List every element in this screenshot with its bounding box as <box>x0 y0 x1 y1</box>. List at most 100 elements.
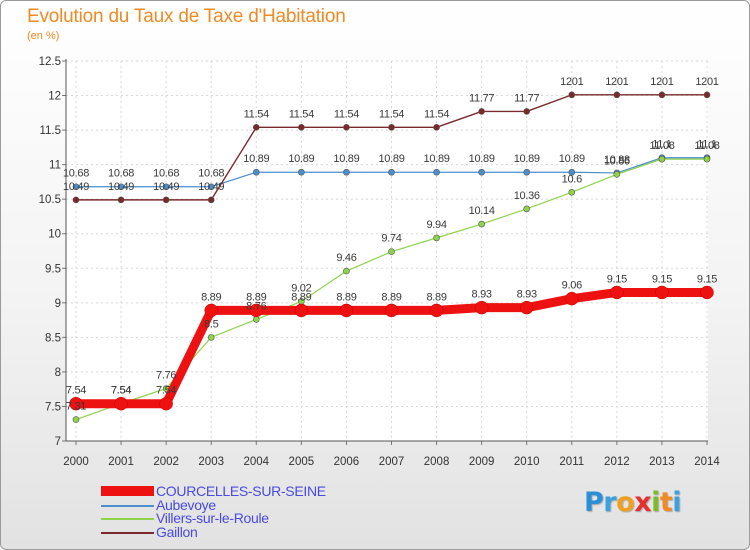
data-label: 9.94 <box>426 219 446 231</box>
data-point <box>700 285 714 300</box>
y-tick-label: 9 <box>55 298 61 310</box>
y-tick-label: 7 <box>55 436 61 448</box>
legend-label-gaillon: Gaillon <box>156 523 198 540</box>
data-label: 8.93 <box>517 289 537 301</box>
data-point <box>568 188 576 196</box>
data-label: 11.54 <box>334 108 359 120</box>
data-point <box>162 183 170 191</box>
data-point <box>388 248 395 255</box>
data-label: 11.77 <box>514 92 539 104</box>
data-label: 10.89 <box>243 153 269 165</box>
y-tick-label: 12.5 <box>39 56 61 68</box>
data-point <box>114 396 128 411</box>
data-label: 10.68 <box>198 168 224 180</box>
data-point <box>474 300 489 315</box>
data-label: 1201 <box>560 76 583 88</box>
data-point <box>384 303 399 318</box>
data-point <box>613 171 621 178</box>
data-point <box>162 196 170 204</box>
data-point <box>703 91 711 99</box>
data-label: 10.49 <box>153 181 179 193</box>
data-label: 9.02 <box>291 282 311 294</box>
data-point <box>207 334 215 341</box>
y-tick-label: 11 <box>49 160 61 172</box>
y-tick-label: 12 <box>48 91 61 103</box>
data-point <box>565 291 579 306</box>
data-label: 10.68 <box>63 168 89 180</box>
data-label: 1201 <box>695 76 718 88</box>
data-point <box>252 124 260 131</box>
data-label: 11.54 <box>244 108 269 120</box>
data-label: 10.14 <box>469 205 495 217</box>
data-label: 8.89 <box>246 291 266 303</box>
data-point <box>69 396 83 411</box>
data-label: 8.89 <box>426 291 446 303</box>
data-label: 11.77 <box>469 92 494 104</box>
data-point <box>523 108 531 115</box>
data-label: 7.54 <box>66 385 86 397</box>
chart-title: Evolution du Taux de Taxe d'Habitation <box>27 6 346 27</box>
data-point <box>343 168 350 176</box>
data-label: 9.15 <box>697 273 717 285</box>
x-tick-label: 2004 <box>243 456 269 468</box>
legend-swatch-aubevoye <box>101 504 154 507</box>
data-label: 10.49 <box>108 181 134 193</box>
data-point <box>207 183 215 191</box>
y-tick-label: 11.5 <box>39 125 61 137</box>
data-label: 10.89 <box>288 153 314 165</box>
data-point <box>298 168 305 176</box>
x-tick-label: 2013 <box>649 456 675 468</box>
data-point <box>523 168 531 176</box>
data-label: 8.76 <box>246 300 266 312</box>
x-tick-label: 2006 <box>334 456 360 468</box>
legend-label-aubevoye: Aubevoye <box>156 496 216 513</box>
data-point <box>478 220 485 228</box>
data-label: 8.89 <box>291 291 311 303</box>
data-label: 11.1 <box>652 139 672 151</box>
data-label: 9.15 <box>652 273 672 285</box>
data-label: 9.74 <box>381 233 401 245</box>
data-label: 10.49 <box>198 181 224 193</box>
data-label: 8.89 <box>381 291 401 303</box>
data-label: 8.89 <box>336 291 356 303</box>
plot-area <box>66 61 708 441</box>
data-point <box>204 303 218 318</box>
data-point <box>429 303 444 318</box>
data-point <box>568 91 576 99</box>
legend-swatch-courcelles <box>101 486 154 496</box>
data-point <box>117 183 125 191</box>
x-tick-label: 2005 <box>289 456 315 468</box>
data-point <box>703 155 711 163</box>
legend-label-villers: Villers-sur-le-Roule <box>156 510 269 526</box>
data-point <box>519 300 534 315</box>
legend-swatch-villers <box>101 518 154 520</box>
data-point <box>294 303 309 318</box>
data-point <box>658 91 666 99</box>
data-label: 11.54 <box>289 108 314 120</box>
x-tick-label: 2009 <box>469 456 495 468</box>
data-point <box>658 155 666 163</box>
data-point <box>655 285 669 300</box>
data-point <box>252 168 260 176</box>
data-point <box>298 124 305 131</box>
data-point <box>249 303 264 318</box>
data-label: 7.54 <box>156 385 176 397</box>
data-label: 10.86 <box>604 155 630 167</box>
y-tick-label: 8 <box>55 367 61 379</box>
data-label: 11.08 <box>694 140 719 152</box>
data-label: 8.5 <box>204 318 219 330</box>
data-label: 10.36 <box>514 190 540 202</box>
data-label: 9.46 <box>336 252 356 264</box>
y-tick-label: 8.5 <box>45 332 61 344</box>
data-point <box>207 196 215 204</box>
data-label: 7.31 <box>66 401 86 413</box>
data-label: 11.54 <box>379 108 404 120</box>
data-point <box>159 396 173 411</box>
data-label: 7.76 <box>156 369 176 381</box>
data-point <box>388 168 395 176</box>
data-label: 10.68 <box>153 168 179 180</box>
y-tick-label: 10 <box>48 229 61 241</box>
data-label: 7.54 <box>111 385 131 397</box>
data-point <box>478 168 485 176</box>
